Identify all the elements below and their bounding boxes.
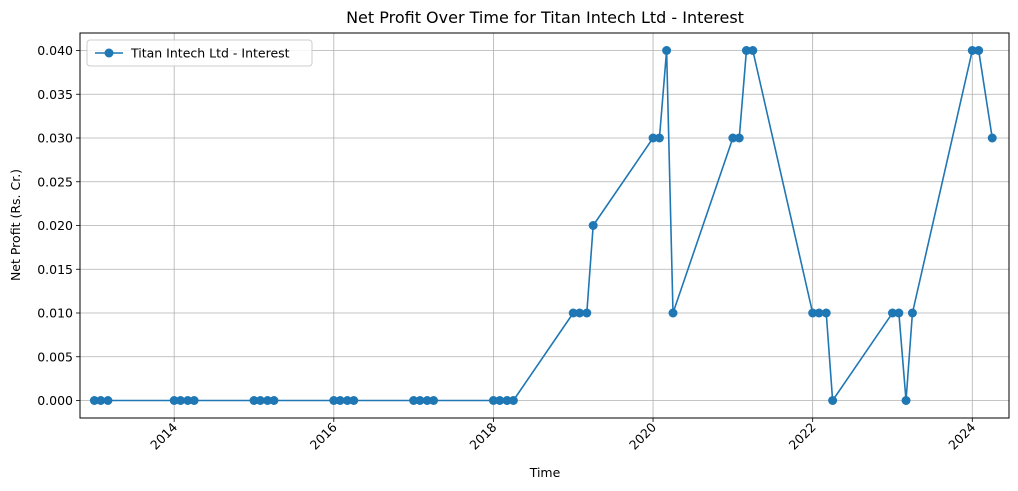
x-tick-label: 2022 bbox=[786, 420, 819, 453]
data-point bbox=[887, 308, 897, 318]
y-tick-label: 0.040 bbox=[37, 43, 73, 58]
data-point bbox=[654, 133, 664, 143]
x-tick-label: 2016 bbox=[307, 419, 340, 452]
y-tick-label: 0.005 bbox=[37, 349, 73, 364]
grid-lines bbox=[80, 33, 1009, 418]
data-point bbox=[748, 46, 758, 55]
data-point bbox=[176, 396, 186, 405]
data-point bbox=[263, 396, 273, 405]
data-point bbox=[974, 46, 984, 55]
y-tick-label: 0.010 bbox=[37, 306, 73, 321]
data-point bbox=[329, 396, 339, 405]
legend-label: Titan Intech Ltd - Interest bbox=[130, 46, 290, 61]
chart-title: Net Profit Over Time for Titan Intech Lt… bbox=[346, 8, 744, 27]
data-point bbox=[342, 396, 352, 405]
x-tick-label: 2014 bbox=[147, 419, 180, 452]
data-point bbox=[582, 308, 592, 318]
data-point bbox=[183, 396, 193, 405]
data-point bbox=[335, 396, 345, 405]
data-point bbox=[575, 308, 585, 318]
y-tick-label: 0.030 bbox=[37, 131, 73, 146]
data-point bbox=[814, 308, 824, 318]
data-point bbox=[409, 396, 419, 405]
data-point bbox=[508, 396, 518, 405]
data-point bbox=[495, 396, 505, 405]
y-tick-label: 0.000 bbox=[37, 393, 73, 408]
data-point bbox=[987, 133, 997, 143]
data-point bbox=[96, 396, 106, 405]
data-point bbox=[894, 308, 904, 318]
data-point bbox=[808, 308, 818, 318]
x-tick-label: 2020 bbox=[626, 419, 659, 452]
data-point bbox=[734, 133, 744, 143]
data-point bbox=[349, 396, 359, 405]
data-point bbox=[189, 396, 199, 405]
legend: Titan Intech Ltd - Interest bbox=[86, 39, 313, 67]
y-tick-label: 0.020 bbox=[37, 218, 73, 233]
data-point bbox=[103, 396, 113, 405]
data-point bbox=[662, 46, 672, 55]
data-point bbox=[728, 133, 738, 143]
data-point bbox=[488, 396, 498, 405]
data-point bbox=[249, 396, 259, 405]
data-point bbox=[668, 308, 678, 318]
y-tick-label: 0.035 bbox=[37, 87, 73, 102]
data-point bbox=[422, 396, 432, 405]
y-tick-label: 0.015 bbox=[37, 262, 73, 277]
x-axis-label: Time bbox=[529, 465, 561, 480]
data-point bbox=[269, 396, 279, 405]
x-tick-label: 2018 bbox=[466, 419, 499, 452]
data-point bbox=[741, 46, 751, 55]
data-point bbox=[588, 221, 598, 230]
legend-marker bbox=[104, 48, 114, 58]
data-point bbox=[648, 133, 658, 143]
data-point bbox=[967, 46, 977, 55]
data-point bbox=[89, 396, 99, 405]
y-tick-label: 0.025 bbox=[37, 174, 73, 189]
y-axis-label: Net Profit (Rs. Cr.) bbox=[8, 169, 23, 281]
series-layer bbox=[89, 46, 997, 405]
data-point bbox=[429, 396, 439, 405]
data-point bbox=[901, 396, 911, 405]
data-point bbox=[821, 308, 831, 318]
data-point bbox=[169, 396, 179, 405]
legend-box bbox=[86, 39, 313, 67]
data-point bbox=[828, 396, 838, 405]
data-point bbox=[568, 308, 578, 318]
data-point bbox=[907, 308, 917, 318]
x-axis: 2014 2016 2018 2020 2022 2024 bbox=[147, 418, 978, 453]
y-axis: 0.000 0.005 0.010 0.015 0.020 0.025 0.030 0.035… bbox=[37, 43, 80, 408]
data-point bbox=[502, 396, 512, 405]
data-point bbox=[255, 396, 265, 405]
x-tick-label: 2024 bbox=[945, 419, 978, 452]
data-point bbox=[415, 396, 425, 405]
